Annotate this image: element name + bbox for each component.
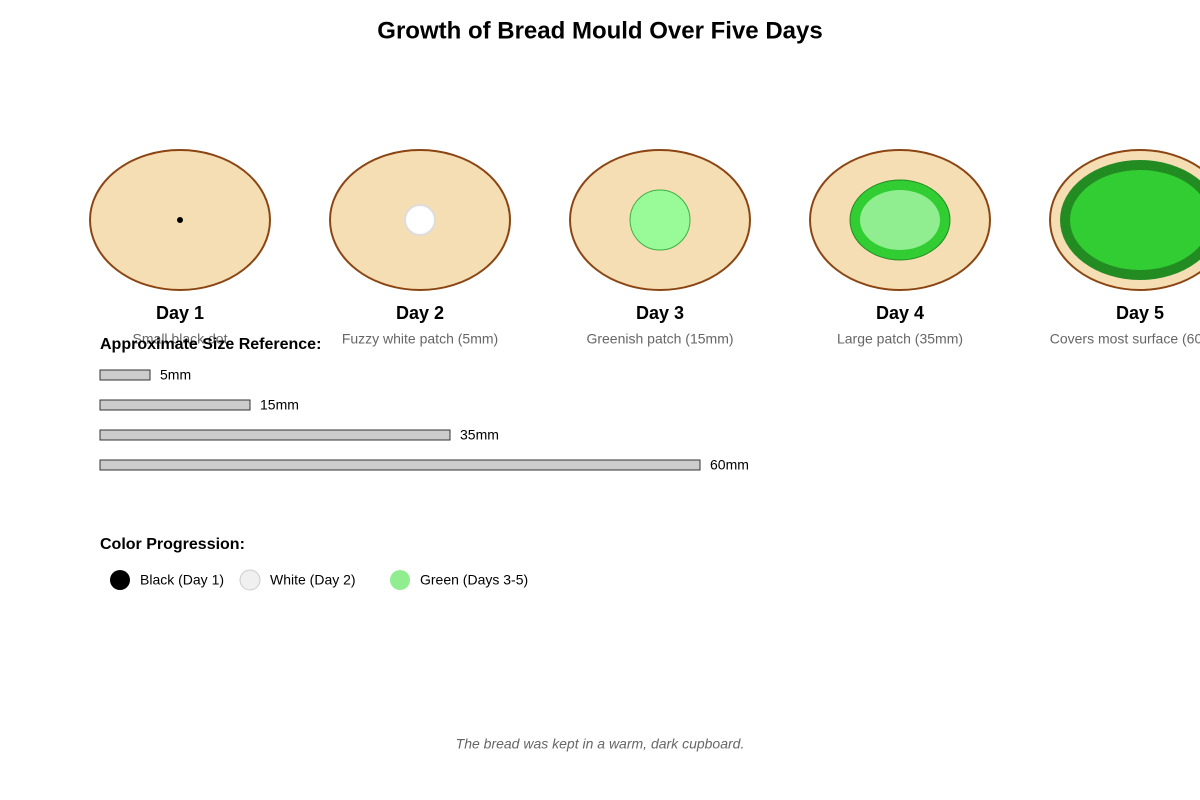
title: Growth of Bread Mould Over Five Days [377, 17, 822, 44]
size-reference-title: Approximate Size Reference: [100, 336, 321, 353]
color-progression: Black (Day 1) White (Day 2) Green (Days 3-… [110, 569, 528, 591]
day-caption: Small black dot [133, 331, 228, 347]
day-caption: Fuzzy white patch (5mm) [342, 331, 498, 347]
day-label: Day 2 [396, 303, 444, 323]
color-progression-title: Color Progression: [100, 536, 245, 553]
bread-3 [569, 149, 751, 291]
color-swatch [239, 569, 261, 591]
size-bar [99, 429, 451, 441]
bread-1 [89, 149, 271, 291]
bread-2 [329, 149, 511, 291]
color-swatch [390, 570, 410, 590]
color-label: White (Day 2) [270, 572, 356, 588]
mould-inner [860, 190, 940, 250]
day-label: Day 5 [1116, 303, 1164, 323]
size-bar [99, 399, 251, 411]
day-caption: Large patch (35mm) [837, 331, 963, 347]
size-reference: 5mm 15mm 35mm 60mm [99, 367, 749, 473]
bread-4 [809, 149, 991, 291]
day-label: Day 1 [156, 303, 204, 323]
size-label: 15mm [260, 397, 299, 413]
color-label: Green (Days 3-5) [420, 572, 528, 588]
mould [404, 204, 436, 236]
mould [629, 189, 691, 251]
bread-5 [1049, 149, 1200, 291]
size-bar [99, 459, 701, 471]
color-label: Black (Day 1) [140, 572, 224, 588]
day-caption: Covers most surface (60mm) [1050, 331, 1200, 347]
size-label: 35mm [460, 427, 499, 443]
day-label: Day 4 [876, 303, 924, 323]
footnote: The bread was kept in a warm, dark cupbo… [456, 736, 745, 752]
color-swatch [110, 570, 130, 590]
mould-inner [1070, 170, 1200, 270]
size-label: 5mm [160, 367, 191, 383]
size-bar [99, 369, 151, 381]
size-label: 60mm [710, 457, 749, 473]
mould [177, 217, 183, 223]
day-caption: Greenish patch (15mm) [586, 331, 733, 347]
day-labels: Day 1 Small black dot Day 2 Fuzzy white pat… [133, 303, 1200, 347]
day-label: Day 3 [636, 303, 684, 323]
